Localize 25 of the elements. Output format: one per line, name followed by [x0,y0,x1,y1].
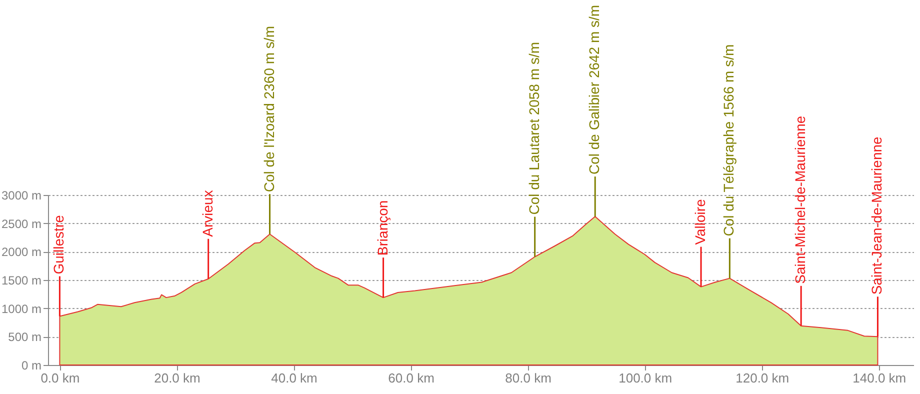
x-tick-label: 0.0 km [40,370,80,386]
y-tick-label: 1500 m [1,274,42,288]
ref-line-label: Valloire [692,198,708,245]
ref-line-label: Col du Lautaret 2058 m s/m [526,42,542,215]
ref-line-label: Guillestre [50,214,67,274]
ref-line-label: Saint-Michel-de-Maurienne [792,116,808,284]
x-tick-label: 100.0 km [618,370,672,386]
y-tick-label: 2500 m [1,216,42,231]
x-tick-label: 120.0 km [736,370,790,386]
y-tick-label: 1000 m [1,302,42,316]
ref-line-label: Arvieux [199,190,216,237]
x-tick-label: 20.0 km [154,370,200,386]
x-tick-label: 140.0 km [852,370,906,386]
y-tick-label: 500 m [8,330,42,344]
x-tick-label: 80.0 km [505,370,552,386]
y-tick-label: 2000 m [1,245,42,260]
ref-line-label: Col du Télégraphe 1566 m s/m [720,44,737,236]
y-tick-label: 3000 m [1,188,42,202]
x-tick-label: 40.0 km [271,370,318,386]
ref-line-label: Col de l'Izoard 2360 m s/m [260,26,277,192]
ref-line-label: Col de Galibier 2642 m s/m [586,4,602,175]
x-tick-label: 60.0 km [388,370,434,386]
y-tick-label: 0 m [21,358,42,372]
ref-line-label: Saint-Jean-de-Maurienne [868,136,885,295]
ref-line-label: Briançon [374,200,390,256]
